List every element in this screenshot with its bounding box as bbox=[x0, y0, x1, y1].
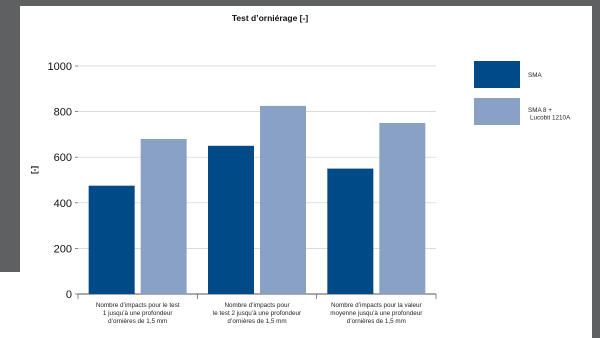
y-tick-label: 600 bbox=[54, 152, 72, 164]
grid-lines bbox=[75, 65, 437, 299]
category-label: d’ornières de 1,5 mm bbox=[108, 318, 167, 325]
category-label: d’ornières de 1,5 mm bbox=[347, 318, 406, 325]
legend-swatch-sma bbox=[474, 61, 520, 88]
bar-sma-2 bbox=[208, 145, 254, 294]
right-frame-bar bbox=[592, 0, 600, 338]
bar-sma8-lucobit-2 bbox=[260, 105, 306, 295]
bar-sma-3 bbox=[327, 168, 374, 294]
category-label: 1 jusqu’à une profondeur bbox=[103, 310, 173, 317]
legend-swatch-sma8-lucobit bbox=[474, 98, 520, 125]
bars bbox=[88, 105, 426, 295]
category-label: le test 2 jusqu’à une profondeur bbox=[213, 310, 301, 317]
category-label: Nombre d’impacts pour le test bbox=[96, 302, 180, 309]
category-label: Nombre d’impacts pour bbox=[224, 302, 289, 309]
legend-label: SMA 8 + bbox=[528, 107, 552, 114]
bar-sma8-lucobit-3 bbox=[379, 123, 426, 294]
legend: SMA SMA 8 +Lucobit 1210A bbox=[474, 61, 571, 125]
y-tick-label: 800 bbox=[54, 107, 72, 119]
y-tick-label: 0 bbox=[66, 289, 72, 301]
left-frame-bar bbox=[0, 0, 20, 272]
category-label: d’ornières de 1,5 mm bbox=[227, 318, 286, 325]
chart-title: Test d’orniérage [-] bbox=[231, 13, 309, 23]
y-tick-label: 400 bbox=[54, 198, 72, 210]
legend-label: SMA bbox=[528, 72, 542, 79]
y-tick-labels: 0 200 400 600 800 1000 bbox=[48, 61, 72, 301]
bar-sma8-lucobit-1 bbox=[140, 138, 187, 294]
y-tick-label: 200 bbox=[54, 243, 72, 255]
bar-sma-1 bbox=[88, 185, 135, 294]
category-label: Nombre d’impacts pour la valeur bbox=[331, 302, 422, 309]
category-label: moyenne jusqu’à une profondeur bbox=[330, 310, 422, 317]
top-frame-bar bbox=[0, 0, 600, 6]
y-tick-label: 1000 bbox=[48, 61, 72, 73]
legend-label: Lucobit 1210A bbox=[530, 115, 571, 122]
